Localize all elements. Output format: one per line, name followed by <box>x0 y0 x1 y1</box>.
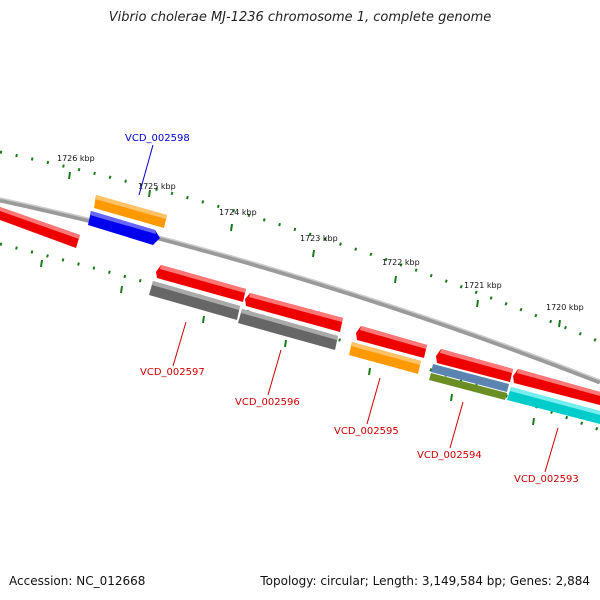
gene-VCD_002595[interactable] <box>349 342 421 374</box>
gene-left-partial[interactable] <box>0 207 80 248</box>
gene-VCD_002594-blue[interactable] <box>431 364 509 392</box>
tick-label-1726: 1726 kbp <box>57 154 95 163</box>
gene-label-VCD_002593[interactable]: VCD_002593 <box>514 474 579 485</box>
gene-label-VCD_002597[interactable]: VCD_002597 <box>140 367 205 378</box>
gene-VCD_002597-red[interactable] <box>156 265 246 302</box>
gene-VCD_002598-orange[interactable] <box>94 195 167 228</box>
callout-line-VCD_002597 <box>172 321 187 367</box>
gene-label-VCD_002595[interactable]: VCD_002595 <box>334 426 399 437</box>
gene-VCD_002597[interactable] <box>149 281 240 320</box>
gene-label-VCD_002598[interactable]: VCD_002598 <box>125 133 190 144</box>
gene-VCD_002596-red[interactable] <box>245 293 343 332</box>
tick-label-1722: 1722 kbp <box>382 258 420 267</box>
backbone-highlight <box>0 197 600 381</box>
gene-VCD_002593-red[interactable] <box>513 369 600 405</box>
lower-major-ticks <box>40 259 535 426</box>
gene-VCD_002596[interactable] <box>238 309 338 350</box>
tick-label-1725: 1725 kbp <box>138 182 176 191</box>
gene-VCD_002598[interactable] <box>88 211 160 245</box>
callout-line-VCD_002598 <box>138 144 154 196</box>
gene-VCD_002594[interactable] <box>429 373 507 400</box>
gene-VCD_002595-red[interactable] <box>356 326 427 358</box>
callout-line-VCD_002596 <box>267 349 282 396</box>
tick-label-1724: 1724 kbp <box>219 208 257 217</box>
tick-label-1723: 1723 kbp <box>300 234 338 243</box>
tick-label-1720: 1720 kbp <box>546 303 584 312</box>
gene-label-VCD_002596[interactable]: VCD_002596 <box>235 397 300 408</box>
upper-major-ticks <box>68 171 561 328</box>
accession-text: Accession: NC_012668 <box>9 574 146 588</box>
gene-VCD_002593[interactable] <box>507 387 600 424</box>
chromosome-backbone <box>0 197 600 385</box>
callout-line-VCD_002594 <box>449 401 464 449</box>
callout-line-VCD_002593 <box>544 427 559 473</box>
genome-summary-text: Topology: circular; Length: 3,149,584 bp… <box>260 574 590 588</box>
gene-label-VCD_002594[interactable]: VCD_002594 <box>417 450 482 461</box>
tick-label-1721: 1721 kbp <box>464 281 502 290</box>
gene-VCD_002594-red[interactable] <box>436 349 513 382</box>
callout-line-VCD_002595 <box>366 377 381 425</box>
map-title: Vibrio cholerae MJ-1236 chromosome 1, co… <box>108 10 492 25</box>
